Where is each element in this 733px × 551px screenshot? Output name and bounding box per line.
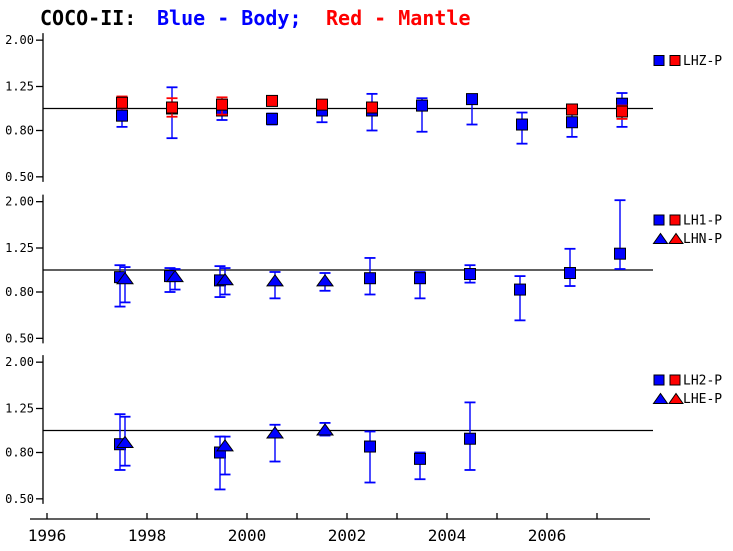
data-point-square-mantle — [116, 96, 128, 109]
data-point-square-body — [466, 93, 478, 106]
data-point-square-mantle — [366, 101, 378, 114]
data-point-triangle-body — [216, 439, 234, 452]
data-point-square-mantle — [166, 101, 178, 114]
y-tick-label: 0.50 — [5, 331, 34, 345]
x-tick-label: 1996 — [28, 526, 67, 545]
y-tick-label: 2.00 — [5, 355, 34, 369]
data-point-square-body — [266, 112, 278, 125]
x-tick-label: 2004 — [428, 526, 467, 545]
data-point-square-body — [464, 268, 476, 281]
y-tick-label: 0.50 — [5, 170, 34, 184]
y-tick-label: 0.50 — [5, 492, 34, 506]
data-point-triangle-body — [116, 271, 134, 285]
y-tick-label: 2.00 — [5, 33, 34, 47]
legend-label: LHE-P — [683, 392, 722, 407]
data-point-square-body — [564, 267, 576, 280]
x-tick-label: 2006 — [528, 526, 567, 545]
data-point-triangle-body — [116, 435, 134, 448]
y-tick-label: 0.80 — [5, 445, 34, 459]
title-body-label: Blue - Body; — [157, 6, 302, 30]
data-point-triangle-body — [266, 426, 284, 439]
legend-marker-body-triangle — [652, 232, 669, 244]
y-tick-label: 2.00 — [5, 195, 34, 209]
legend-marker-mantle-square — [669, 374, 681, 386]
data-point-square-mantle — [216, 98, 228, 111]
y-tick-label: 1.25 — [5, 80, 34, 94]
data-point-square-mantle — [316, 98, 328, 111]
legend-label: LHZ-P — [683, 54, 722, 69]
data-point-square-body — [416, 99, 428, 112]
y-tick-label: 1.25 — [5, 402, 34, 416]
y-tick-label: 0.80 — [5, 285, 34, 299]
data-point-square-body — [614, 247, 626, 260]
legend-label: LH1-P — [683, 214, 722, 229]
y-tick-label: 0.80 — [5, 123, 34, 137]
legend-marker-mantle-square — [669, 214, 681, 226]
legend-marker-body-triangle — [652, 392, 669, 404]
data-point-triangle-body — [316, 274, 334, 287]
data-point-triangle-body — [316, 423, 334, 436]
data-point-triangle-body — [216, 272, 234, 286]
title-project: COCO-II: — [40, 6, 137, 30]
title-mantle-label: Red - Mantle — [326, 6, 471, 30]
data-point-triangle-body — [266, 274, 284, 287]
y-tick-label: 1.25 — [5, 241, 34, 255]
data-point-square-body — [464, 432, 476, 445]
legend-label: LHN-P — [683, 232, 722, 247]
data-point-square-body — [566, 116, 578, 129]
data-point-square-body — [116, 109, 128, 122]
legend-marker-body-square — [653, 374, 665, 386]
x-tick-label: 2000 — [228, 526, 267, 545]
data-point-square-mantle — [266, 94, 278, 107]
legend-marker-body-square — [653, 55, 665, 66]
x-tick-label: 2002 — [328, 526, 367, 545]
data-point-square-body — [414, 272, 426, 285]
data-point-square-body — [364, 440, 376, 453]
data-point-square-body — [516, 118, 528, 131]
legend-marker-mantle-triangle — [668, 232, 684, 244]
legend-marker-body-square — [653, 214, 665, 226]
data-point-square-body — [514, 283, 526, 296]
data-point-square-body — [364, 272, 376, 285]
data-point-square-mantle — [616, 105, 628, 118]
legend-label: LH2-P — [683, 374, 722, 389]
data-point-triangle-body — [166, 269, 184, 283]
data-point-square-body — [414, 452, 426, 465]
legend-marker-mantle-triangle — [668, 392, 684, 404]
data-point-square-mantle — [566, 103, 578, 116]
x-tick-label: 1998 — [128, 526, 167, 545]
legend-marker-mantle-square — [669, 55, 681, 66]
